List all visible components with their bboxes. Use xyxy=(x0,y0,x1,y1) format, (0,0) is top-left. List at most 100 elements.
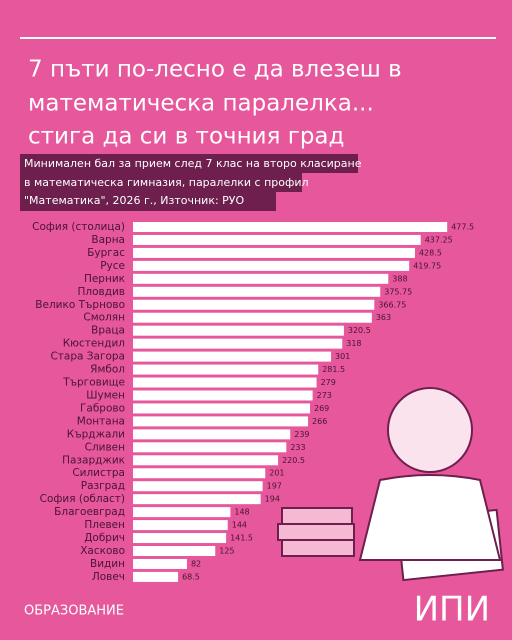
category-label: Варна xyxy=(91,234,125,246)
section-label: ОБРАЗОВАНИЕ xyxy=(24,604,124,619)
bar xyxy=(133,247,415,258)
value-label: 141.5 xyxy=(230,534,253,543)
category-label: Плевен xyxy=(84,519,125,531)
bar xyxy=(133,507,231,518)
face xyxy=(387,387,473,473)
bar xyxy=(133,299,375,310)
bar xyxy=(133,260,410,271)
bar xyxy=(133,494,261,505)
logo: ИПИ xyxy=(414,590,490,630)
category-label: Пловдив xyxy=(78,286,126,298)
category-label: Монтана xyxy=(77,415,125,427)
value-label: 388 xyxy=(392,274,407,283)
bar xyxy=(133,546,216,556)
illustration xyxy=(277,387,504,582)
category-label: Пазарджик xyxy=(62,454,125,466)
title-line: математическа паралелка... xyxy=(28,91,374,117)
book xyxy=(281,507,353,525)
bar xyxy=(133,273,389,284)
book xyxy=(281,539,355,557)
category-label: София (столица) xyxy=(32,221,125,233)
bar xyxy=(133,520,228,531)
value-label: 281.5 xyxy=(322,365,345,374)
value-label: 239 xyxy=(294,430,309,439)
value-label: 428.5 xyxy=(419,248,442,257)
value-label: 477.5 xyxy=(451,223,474,232)
value-label: 273 xyxy=(317,391,332,400)
bar xyxy=(133,234,421,245)
value-label: 366.75 xyxy=(378,300,406,309)
bar xyxy=(133,364,319,375)
bar xyxy=(133,533,227,544)
category-label: Габрово xyxy=(80,402,125,414)
bar xyxy=(133,286,381,297)
bar xyxy=(133,390,313,401)
title-line: стига да си в точния град xyxy=(28,124,344,150)
category-label: Кюстендил xyxy=(63,338,125,350)
value-label: 201 xyxy=(269,469,284,478)
bar xyxy=(133,338,343,349)
bar xyxy=(133,325,344,336)
bar xyxy=(133,429,291,440)
category-label: Хасково xyxy=(80,545,125,557)
category-label: Търговище xyxy=(62,377,125,389)
bar xyxy=(133,222,448,232)
bar xyxy=(133,403,311,414)
bar xyxy=(133,571,179,582)
category-label: Бургас xyxy=(87,247,125,259)
category-label: Русе xyxy=(100,260,125,272)
subtitle-line: в математическа гимназия, паралелки с пр… xyxy=(24,176,309,189)
value-label: 269 xyxy=(314,404,329,413)
value-label: 266 xyxy=(312,417,327,426)
value-label: 220.5 xyxy=(282,456,305,465)
category-label: Смолян xyxy=(83,312,125,324)
value-label: 318 xyxy=(346,339,361,348)
value-label: 144 xyxy=(232,521,247,530)
value-label: 194 xyxy=(265,495,280,504)
category-label: Силистра xyxy=(72,467,125,479)
value-label: 82 xyxy=(191,559,201,568)
category-label: Враца xyxy=(91,325,125,337)
bar xyxy=(133,377,317,388)
category-label: Велико Търново xyxy=(35,299,125,311)
value-label: 320.5 xyxy=(348,326,371,335)
title-line: 7 пъти по-лесно е да влезеш в xyxy=(28,57,402,83)
bar xyxy=(133,442,287,453)
category-label: Ловеч xyxy=(92,571,125,583)
bar xyxy=(133,416,309,427)
value-label: 437.25 xyxy=(425,235,453,244)
book xyxy=(277,523,355,541)
bar xyxy=(133,312,372,323)
category-label: Кърджали xyxy=(67,428,125,440)
bar xyxy=(133,468,266,479)
value-label: 68.5 xyxy=(182,572,200,581)
category-label: Перник xyxy=(84,273,125,285)
value-label: 375.75 xyxy=(384,287,412,296)
subtitle-bg xyxy=(20,154,358,173)
value-label: 363 xyxy=(376,313,391,322)
category-label: Ямбол xyxy=(90,364,125,376)
bar xyxy=(133,455,279,466)
category-label: Добрич xyxy=(84,532,125,544)
category-label: Сливен xyxy=(85,441,125,453)
category-label: София (област) xyxy=(40,493,125,505)
value-label: 233 xyxy=(290,443,305,452)
value-label: 125 xyxy=(219,547,234,556)
value-label: 197 xyxy=(267,482,282,491)
category-label: Шумен xyxy=(86,389,125,401)
subtitle-line: "Математика", 2026 г., Източник: РУО xyxy=(24,194,244,207)
body xyxy=(358,474,502,561)
value-label: 279 xyxy=(321,378,336,387)
bar xyxy=(133,481,263,492)
category-label: Видин xyxy=(90,558,125,570)
bar xyxy=(133,351,332,362)
value-label: 419.75 xyxy=(413,261,441,270)
value-label: 148 xyxy=(234,508,249,517)
value-label: 301 xyxy=(335,352,350,361)
category-label: Благоевград xyxy=(54,506,125,518)
category-label: Стара Загора xyxy=(50,351,125,363)
subtitle-bg xyxy=(20,173,302,192)
bar xyxy=(133,558,187,569)
subtitle-bg xyxy=(20,192,276,211)
